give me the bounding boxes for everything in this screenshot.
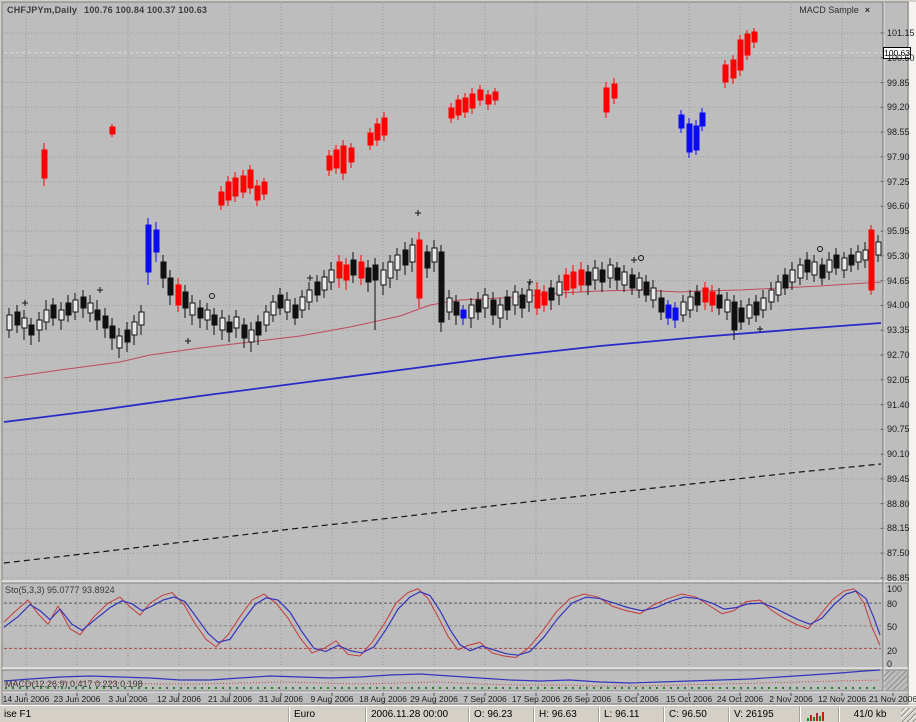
volume-icon-bar [819,716,821,721]
price-axis-label: 97.90 [887,151,910,162]
price-axis-label: 94.65 [887,275,910,286]
stoch-axis-label: 50 [887,622,898,632]
price-axis-label: 94.00 [887,300,910,311]
status-volume: V: 26195 [728,707,799,722]
time-axis-label: 12 Nov 2006 [817,694,867,704]
price-axis-label: 101.15 [887,28,915,38]
price-axis-label: 92.70 [887,350,910,360]
status-help-text: ise F1 [4,709,32,720]
price-axis-label: 100.50 [887,52,915,63]
time-axis-label: 2 Nov 2006 [769,694,813,704]
price-axis-label: 86.85 [887,572,910,583]
status-high: H: 96.63 [533,707,598,722]
resize-grip[interactable] [901,708,916,722]
volume-histogram-icon [799,706,838,722]
price-axis-label: 91.40 [887,399,910,410]
price-axis-label: 90.10 [887,449,910,460]
macd-label: MACD(12,26,9) 0.417 0.223 0.198 [5,679,143,689]
price-axis-label: 95.30 [887,250,910,261]
status-close: C: 96.50 [663,707,728,722]
price-axis-label: 95.95 [887,226,910,237]
time-axis-label: 7 Sep 2006 [463,694,507,704]
macd-axis-hatch [884,671,908,690]
price-axis-label: 88.15 [887,523,910,534]
price-axis-label: 99.85 [887,77,910,88]
time-axis-label: 21 Nov 2006 [868,694,916,704]
volume-icon-bar [807,718,809,721]
status-filesize: 41/0 kb [838,707,901,722]
time-axis-label: 12 Jul 2006 [157,694,201,704]
status-hint: Euro [288,707,365,722]
chart-symbol-period: CHFJPYm,Daily [7,5,78,15]
price-axis-label: 98.55 [887,127,910,138]
price-axis-label: 87.50 [887,548,910,559]
price-axis-label: 90.75 [887,424,910,435]
stoch-axis-label: 100 [887,584,903,594]
status-bar: ise F1 Euro 2006.11.28 00:00 O: 96.23 H:… [0,705,916,722]
price-axis-label: 93.35 [887,325,910,336]
price-axis-label: 89.45 [887,473,910,484]
ea-name: MACD Sample [799,5,859,15]
volume-icon-bar [813,717,815,721]
time-axis-label: 21 Jul 2006 [208,694,252,704]
ea-close-icon[interactable]: × [864,5,870,15]
time-axis-label: 26 Sep 2006 [562,694,612,704]
time-axis-label: 24 Oct 2006 [716,694,764,704]
time-axis-label: 14 Jun 2006 [2,694,50,704]
time-axis-label: 29 Aug 2006 [410,694,458,704]
stoch-axis-label: 20 [887,646,898,656]
status-datetime: 2006.11.28 00:00 [365,707,468,722]
volume-icon-bar [822,712,824,721]
time-axis-label: 17 Sep 2006 [511,694,561,704]
chart-canvas[interactable] [0,0,916,705]
chart-title: CHFJPYm,Daily 100.76 100.84 100.37 100.63 [7,5,207,15]
time-axis-label: 18 Aug 2006 [359,694,407,704]
volume-icon-bar [816,713,818,721]
time-axis-label: 3 Jul 2006 [108,694,148,704]
status-open: O: 96.23 [468,707,533,722]
price-axis-label: 88.80 [887,498,910,509]
time-axis-label: 9 Aug 2006 [310,694,354,704]
status-low: L: 96.11 [598,707,663,722]
stoch-axis-label: 0 [887,659,893,669]
stoch-axis-label: 80 [887,599,898,609]
ea-label: MACD Sample × [799,5,870,15]
price-axis-label: 92.05 [887,374,910,385]
current-price-marker: 100.63 [883,47,911,59]
time-axis-label: 31 Jul 2006 [259,694,303,704]
price-axis-label: 97.25 [887,176,910,187]
stochastic-label: Sto(5,3,3) 95.0777 93.8924 [5,585,115,595]
time-axis-label: 15 Oct 2006 [665,694,713,704]
time-axis-label: 5 Oct 2006 [617,694,659,704]
price-axis-label: 99.20 [887,102,910,113]
chart-title-ohlc: 100.76 100.84 100.37 100.63 [84,5,208,15]
price-axis-label: 96.60 [887,201,910,212]
volume-icon-bar [810,715,812,721]
time-axis-label: 23 Jun 2006 [53,694,101,704]
